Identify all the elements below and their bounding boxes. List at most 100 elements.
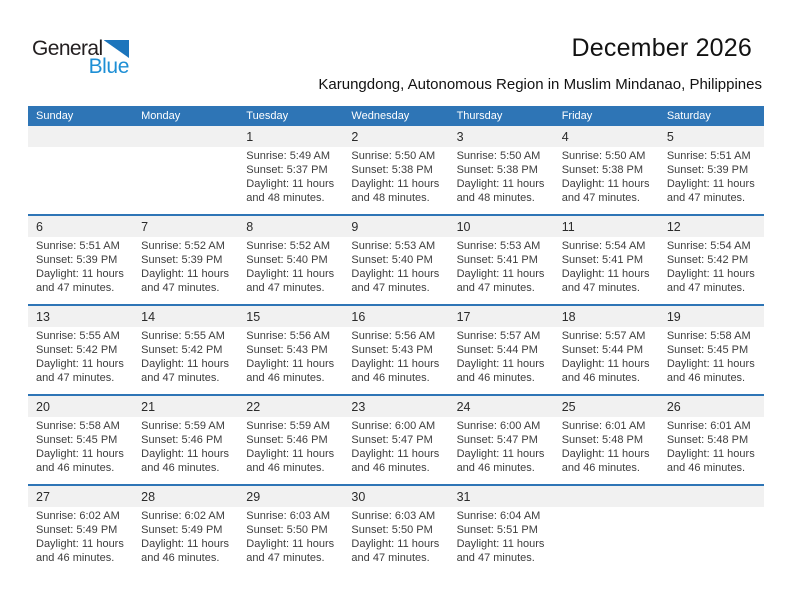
sunrise-text: Sunrise: 6:02 AM [141,510,225,522]
daylight-text: and 46 minutes. [141,462,220,474]
daylight-text: and 47 minutes. [456,552,535,564]
daylight-text: Daylight: 11 hours [36,538,124,550]
week-row-5: 27 28 29 30 31 Sunrise: 6:02 AM Sunset: 5:49 P… [28,484,764,574]
weeks-container: 1 2 3 4 5 Sunrise: 5:49 AM Sunset: 5:37 PM Dayl… [28,126,764,574]
daylight-text: Daylight: 11 hours [246,538,335,550]
sunrise-text: Sunrise: 6:00 AM [456,420,541,432]
daylight-text: Daylight: 11 hours [36,268,124,280]
sunset-text: Sunset: 5:45 PM [36,434,118,446]
daylight-text: and 48 minutes. [246,192,325,204]
weekday-header-friday: Friday [561,110,593,122]
day-details-strip: Sunrise: 5:58 AM Sunset: 5:45 PM Daylight:… [28,417,764,484]
day-number-19: 19 [666,309,681,324]
sunrise-text: Sunrise: 5:50 AM [456,150,541,162]
daylight-text: and 46 minutes. [456,372,535,384]
day-number-strip: 6 7 8 9 10 11 12 [28,216,764,237]
daylight-text: and 46 minutes. [561,462,640,474]
sunrise-text: Sunrise: 6:03 AM [246,510,331,522]
sunrise-text: Sunrise: 5:59 AM [141,420,225,432]
daylight-text: and 46 minutes. [456,462,535,474]
daylight-text: Daylight: 11 hours [456,538,545,550]
sunset-text: Sunset: 5:40 PM [351,254,433,266]
daylight-text: Daylight: 11 hours [666,358,755,370]
day-number-8: 8 [246,219,254,234]
day-details-10: Sunrise: 5:53 AM Sunset: 5:41 PM Daylight:… [449,237,554,304]
sunrise-text: Sunrise: 5:50 AM [351,150,436,162]
day-number-24: 24 [456,399,471,414]
sunset-text: Sunset: 5:38 PM [561,164,644,176]
day-details-21: Sunrise: 5:59 AM Sunset: 5:46 PM Daylight:… [133,417,238,484]
day-details-6: Sunrise: 5:51 AM Sunset: 5:39 PM Daylight:… [28,237,133,304]
daylight-text: and 47 minutes. [456,282,535,294]
day-number-2: 2 [351,129,359,144]
day-number-7: 7 [141,219,149,234]
calendar-table: Sunday Monday Tuesday Wednesday Thursday Frid… [28,106,764,574]
week-row-2: 6 7 8 9 10 11 12 Sunrise: 5:51 AM Sunset: 5:39 P… [28,214,764,304]
day-details-strip: Sunrise: 6:02 AM Sunset: 5:49 PM Daylight:… [28,507,764,574]
sunset-text: Sunset: 5:41 PM [561,254,644,266]
day-details-1: Sunrise: 5:49 AM Sunset: 5:37 PM Daylight:… [238,147,343,214]
daylight-text: and 48 minutes. [351,192,430,204]
daylight-text: Daylight: 11 hours [456,358,545,370]
day-details-17: Sunrise: 5:57 AM Sunset: 5:44 PM Daylight:… [449,327,554,394]
sunset-text: Sunset: 5:39 PM [36,254,118,266]
sunrise-text: Sunrise: 6:04 AM [456,510,541,522]
daylight-text: and 46 minutes. [246,372,325,384]
sunrise-text: Sunrise: 5:49 AM [246,150,331,162]
day-details-15: Sunrise: 5:56 AM Sunset: 5:43 PM Daylight:… [238,327,343,394]
sunrise-text: Sunrise: 5:56 AM [246,330,331,342]
sunrise-text: Sunrise: 5:57 AM [561,330,646,342]
daylight-text: and 47 minutes. [36,282,115,294]
daylight-text: Daylight: 11 hours [561,178,650,190]
day-number-14: 14 [141,309,156,324]
day-number-9: 9 [351,219,359,234]
day-number-27: 27 [36,489,50,504]
day-details-5: Sunrise: 5:51 AM Sunset: 5:39 PM Daylight:… [659,147,764,214]
daylight-text: Daylight: 11 hours [561,448,650,460]
daylight-text: and 47 minutes. [561,282,640,294]
sunrise-text: Sunrise: 5:52 AM [246,240,331,252]
daylight-text: Daylight: 11 hours [141,538,229,550]
sunset-text: Sunset: 5:46 PM [246,434,328,446]
day-number-13: 13 [36,309,50,324]
day-details-13: Sunrise: 5:55 AM Sunset: 5:42 PM Daylight:… [28,327,133,394]
sunset-text: Sunset: 5:37 PM [246,164,328,176]
day-number-11: 11 [561,219,575,234]
sunrise-text: Sunrise: 5:53 AM [456,240,541,252]
sunset-text: Sunset: 5:43 PM [351,344,433,356]
weekday-header-sunday: Sunday [36,110,74,122]
empty-day-cell [133,147,238,214]
day-details-22: Sunrise: 5:59 AM Sunset: 5:46 PM Daylight:… [238,417,343,484]
day-details-2: Sunrise: 5:50 AM Sunset: 5:38 PM Daylight:… [343,147,448,214]
location-subtitle: Karungdong, Autonomous Region in Muslim … [318,76,762,93]
day-details-31: Sunrise: 6:04 AM Sunset: 5:51 PM Daylight:… [449,507,554,574]
day-details-24: Sunrise: 6:00 AM Sunset: 5:47 PM Daylight:… [449,417,554,484]
sunset-text: Sunset: 5:38 PM [456,164,538,176]
daylight-text: and 46 minutes. [141,552,220,564]
daylight-text: Daylight: 11 hours [666,268,755,280]
daylight-text: Daylight: 11 hours [351,178,440,190]
daylight-text: and 46 minutes. [666,372,746,384]
daylight-text: Daylight: 11 hours [666,178,755,190]
daylight-text: Daylight: 11 hours [561,358,650,370]
day-number-21: 21 [141,399,156,414]
day-details-7: Sunrise: 5:52 AM Sunset: 5:39 PM Daylight:… [133,237,238,304]
daylight-text: Daylight: 11 hours [246,358,335,370]
daylight-text: and 46 minutes. [36,552,115,564]
sunset-text: Sunset: 5:40 PM [246,254,328,266]
day-number-15: 15 [246,309,261,324]
daylight-text: and 46 minutes. [666,462,746,474]
day-details-strip: Sunrise: 5:51 AM Sunset: 5:39 PM Daylight:… [28,237,764,304]
sunrise-text: Sunrise: 6:00 AM [351,420,436,432]
day-number-29: 29 [246,489,261,504]
daylight-text: Daylight: 11 hours [246,268,335,280]
sunset-text: Sunset: 5:39 PM [666,164,749,176]
day-number-strip: 20 21 22 23 24 25 26 [28,396,764,417]
day-number-22: 22 [246,399,261,414]
day-number-6: 6 [36,219,43,234]
daylight-text: Daylight: 11 hours [351,538,440,550]
sunset-text: Sunset: 5:44 PM [561,344,644,356]
day-number-31: 31 [456,489,471,504]
daylight-text: and 47 minutes. [351,282,430,294]
weekday-header-row: Sunday Monday Tuesday Wednesday Thursday Frid… [28,106,764,126]
